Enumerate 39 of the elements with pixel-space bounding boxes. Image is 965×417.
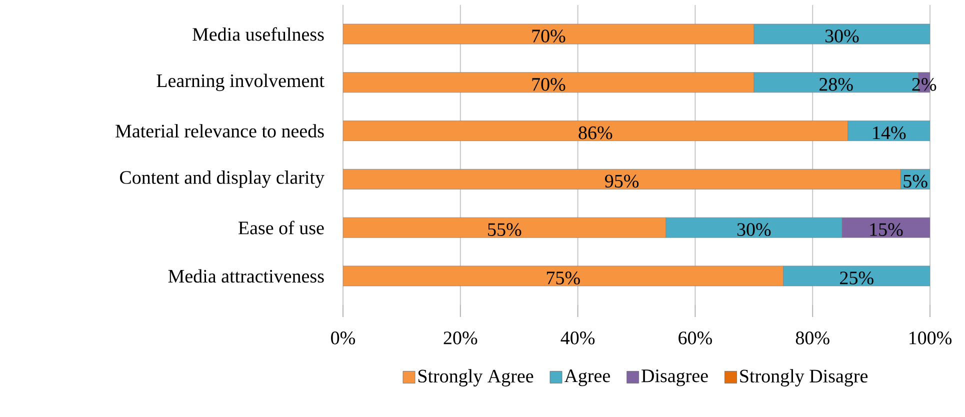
bar [783, 266, 930, 286]
bar [342, 72, 754, 93]
data-label: 75% [546, 272, 580, 284]
bar [848, 120, 930, 142]
legend-label: Strongly Disagre [740, 369, 868, 386]
legend-label: Disagree [642, 369, 708, 386]
y-tick-label: Ease of use [238, 220, 324, 234]
data-label: 86% [578, 126, 612, 140]
y-tick-label: Media attractiveness [168, 269, 324, 283]
bar [342, 24, 754, 44]
legend-label: Strongly Agree [418, 369, 534, 386]
bar [342, 169, 901, 190]
data-label: 70% [532, 78, 566, 91]
x-tick-label: 40% [560, 332, 595, 344]
x-tick-label: 20% [444, 332, 478, 344]
data-label: 30% [737, 223, 771, 236]
data-label: 5% [904, 174, 928, 188]
y-tick-label: Content and display clarity [120, 170, 324, 188]
data-label: 30% [825, 30, 859, 42]
data-label: 55% [488, 223, 522, 236]
y-tick-label: Material relevance to needs [116, 124, 324, 138]
data-label: 95% [605, 174, 639, 188]
bar [754, 24, 930, 44]
data-label: 28% [820, 78, 853, 91]
x-tick-label: 80% [796, 332, 830, 344]
y-tick-label: Learning involvement [156, 74, 324, 92]
bar [666, 217, 842, 238]
data-label: 25% [840, 272, 874, 284]
data-label: 15% [870, 223, 903, 236]
bar [342, 120, 848, 142]
y-tick-label: Media usefulness [192, 27, 324, 41]
x-tick-label: 0% [331, 332, 356, 344]
bar [342, 266, 784, 286]
x-tick-label: 60% [678, 332, 712, 344]
bar [342, 217, 666, 238]
data-label: 70% [532, 30, 566, 42]
x-tick-label: 100% [910, 332, 952, 344]
data-label: 14% [873, 126, 906, 140]
legend-label: Agree [564, 370, 610, 386]
